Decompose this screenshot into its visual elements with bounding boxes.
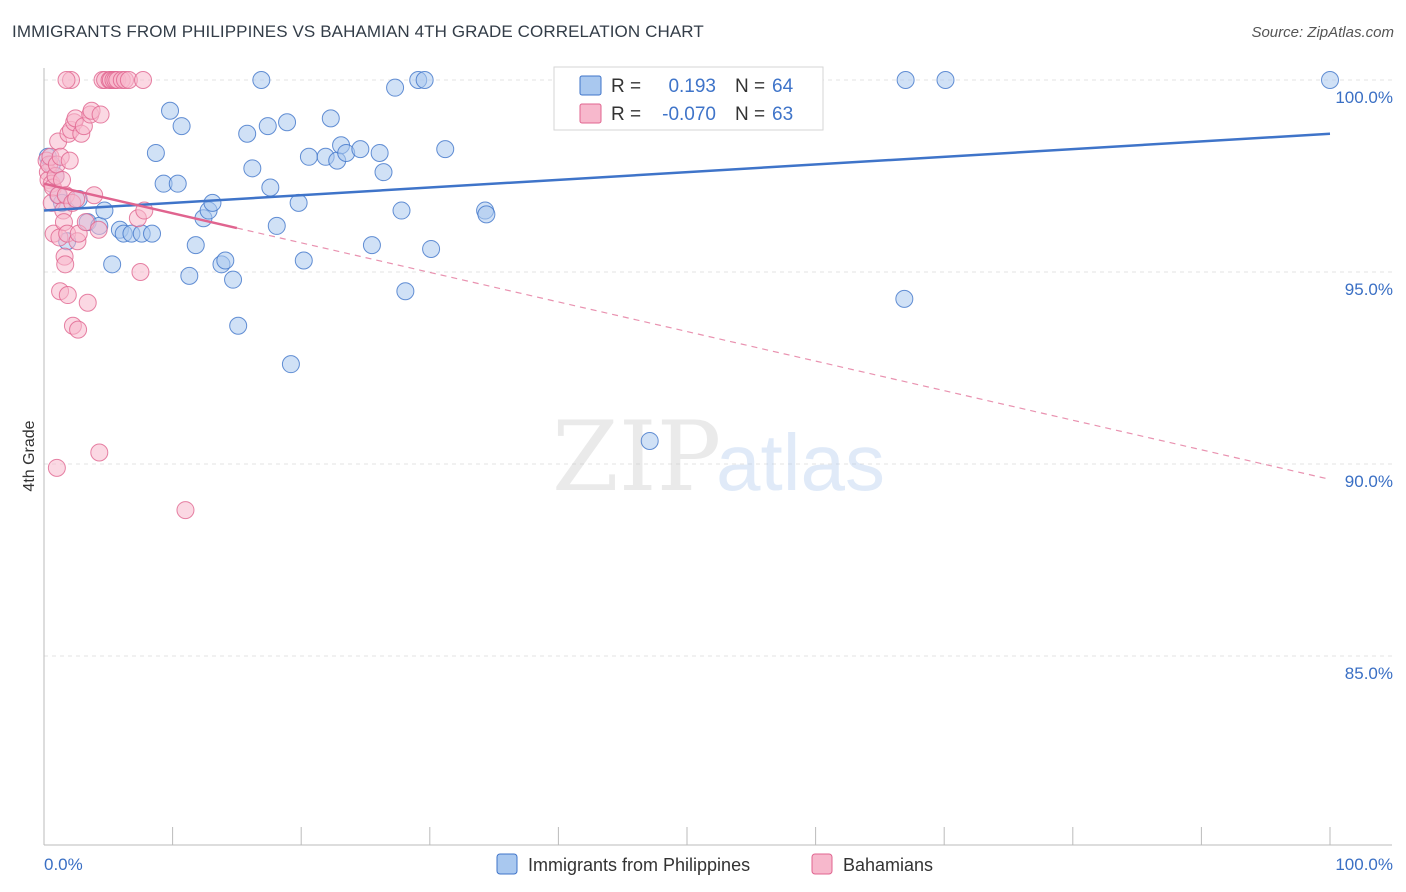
x-axis-ticks <box>43 827 1331 845</box>
point-philippines <box>168 174 187 193</box>
point-philippines <box>172 117 191 136</box>
point-bahamians <box>89 220 108 239</box>
point-philippines <box>278 113 297 132</box>
point-philippines <box>1321 71 1339 89</box>
point-bahamians <box>131 263 150 281</box>
legend-r-value-1: 0.193 <box>668 76 716 97</box>
legend-bottom-swatch-pink <box>811 853 833 875</box>
point-philippines <box>143 224 162 243</box>
point-philippines <box>370 143 389 162</box>
legend-r-label-1: R = <box>611 76 641 97</box>
x-tick-label-max: 100.0% <box>1335 855 1393 874</box>
point-philippines <box>362 236 381 255</box>
point-philippines <box>267 216 286 235</box>
point-philippines <box>216 251 235 270</box>
y-tick-label: 95.0% <box>1345 280 1393 299</box>
point-philippines <box>186 236 205 255</box>
source-label: Source: ZipAtlas.com <box>1251 24 1394 41</box>
legend-r-value-2: -0.070 <box>662 104 716 125</box>
point-philippines <box>422 239 441 258</box>
point-philippines <box>392 201 411 220</box>
legend-bottom-label-1: Immigrants from Philippines <box>528 855 750 875</box>
point-bahamians <box>47 458 66 477</box>
series-legend: Immigrants from Philippines Bahamians <box>496 853 933 875</box>
point-philippines <box>896 71 915 89</box>
point-philippines <box>161 101 180 120</box>
point-philippines <box>640 431 659 450</box>
point-bahamians <box>56 255 75 274</box>
point-philippines <box>374 163 393 182</box>
point-philippines <box>294 251 313 270</box>
point-philippines <box>477 205 496 224</box>
y-tick-label: 90.0% <box>1345 472 1393 491</box>
point-philippines <box>351 140 370 159</box>
point-bahamians <box>90 443 109 462</box>
point-philippines <box>386 78 405 97</box>
point-philippines <box>252 71 271 89</box>
watermark-zip: ZIP <box>552 401 721 513</box>
point-philippines <box>238 124 257 143</box>
point-philippines <box>258 117 277 136</box>
trend-line-philippines <box>43 132 1331 212</box>
legend-n-label-1: N = <box>735 76 765 97</box>
point-bahamians <box>91 105 110 124</box>
point-bahamians <box>58 286 77 305</box>
point-philippines <box>103 255 122 274</box>
legend-n-value-2: 63 <box>772 104 793 125</box>
legend-bottom-label-2: Bahamians <box>843 855 933 875</box>
point-bahamians <box>176 501 195 520</box>
watermark: ZIP atlas <box>552 401 885 513</box>
point-bahamians <box>60 151 79 170</box>
trend-lines <box>43 132 1331 480</box>
point-bahamians <box>134 71 153 89</box>
point-bahamians <box>57 71 76 89</box>
trend-line-bahamians-solid <box>43 182 238 230</box>
correlation-legend: R = 0.193 N = 64 R = -0.070 N = 63 <box>553 66 824 131</box>
legend-swatch-blue <box>579 75 602 96</box>
series-bahamians-points <box>37 71 195 520</box>
point-philippines <box>203 193 222 212</box>
point-philippines <box>261 178 280 197</box>
point-philippines <box>281 355 300 374</box>
point-philippines <box>936 71 955 89</box>
point-philippines <box>299 147 318 166</box>
legend-r-label-2: R = <box>611 104 641 125</box>
point-philippines <box>224 270 243 289</box>
point-philippines <box>95 201 114 220</box>
legend-n-value-1: 64 <box>772 76 794 97</box>
point-philippines <box>180 266 199 285</box>
point-philippines <box>436 140 455 159</box>
point-philippines <box>895 289 914 308</box>
y-tick-label: 85.0% <box>1345 664 1393 683</box>
y-axis-label: 4th Grade <box>21 420 38 491</box>
point-philippines <box>243 159 262 178</box>
x-tick-label-min: 0.0% <box>44 855 83 874</box>
point-bahamians <box>69 320 88 339</box>
y-tick-labels: 100.0% 95.0% 90.0% 85.0% <box>1335 88 1393 683</box>
point-bahamians <box>78 293 97 312</box>
point-philippines <box>146 143 165 162</box>
legend-swatch-pink <box>579 103 602 124</box>
legend-bottom-swatch-blue <box>496 853 518 875</box>
legend-n-label-2: N = <box>735 104 765 125</box>
watermark-atlas: atlas <box>716 418 885 507</box>
chart-title: IMMIGRANTS FROM PHILIPPINES VS BAHAMIAN … <box>12 22 704 41</box>
y-tick-label: 100.0% <box>1335 88 1393 107</box>
point-philippines <box>321 109 340 128</box>
point-philippines <box>229 316 248 335</box>
point-philippines <box>415 71 434 89</box>
point-philippines <box>396 282 415 301</box>
